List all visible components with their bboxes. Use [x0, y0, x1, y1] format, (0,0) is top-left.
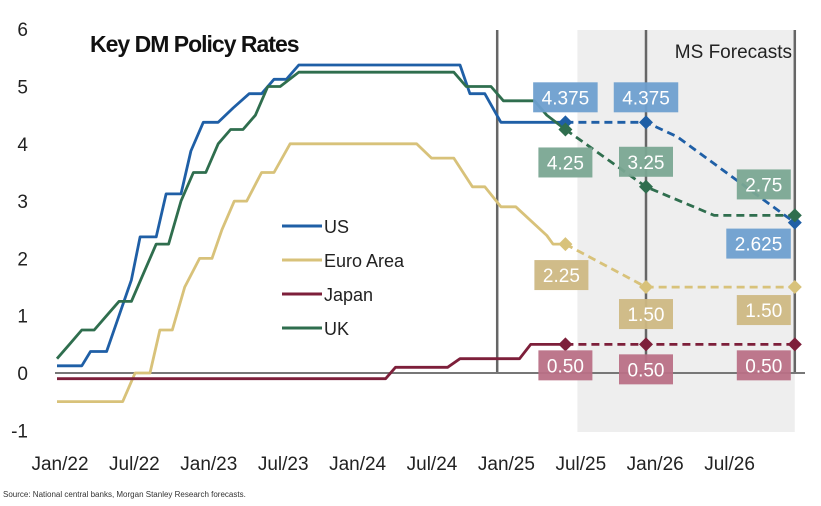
series-japan-forecast-point	[558, 337, 573, 352]
series-us-forecast-line	[565, 120, 796, 224]
x-tick-label: Jul/23	[258, 454, 309, 475]
data-label-text: 1.50	[745, 301, 782, 322]
x-tick-label: Jan/25	[478, 454, 535, 475]
data-label-text: 1.50	[628, 305, 665, 326]
x-tick-label: Jul/25	[555, 454, 606, 475]
x-tick-label: Jan/26	[627, 454, 684, 475]
series-us-history-line	[57, 63, 566, 368]
data-label-uk: 4.25	[538, 147, 593, 178]
x-tick-label: Jan/24	[329, 454, 386, 475]
y-tick-label: 4	[17, 135, 28, 156]
data-label-uk: 3.25	[619, 146, 673, 177]
legend-label: UK	[324, 319, 349, 339]
series-euro-area-history-line	[57, 142, 566, 404]
series-japan-forecast-point	[639, 337, 653, 352]
series-japan-forecast-point	[787, 337, 802, 352]
data-label-text: 2.75	[745, 175, 782, 196]
legend: US Euro Area Japan UK	[282, 217, 405, 339]
legend-item-japan: Japan	[282, 285, 373, 305]
legend-item-euro-area: Euro Area	[282, 251, 405, 271]
y-tick-label: 2	[17, 249, 28, 270]
series-uk-forecast-point	[558, 122, 573, 137]
x-tick-label: Jan/23	[180, 454, 237, 475]
y-tick-label: 1	[17, 307, 28, 328]
series-euro-area-forecast-point	[787, 280, 802, 295]
legend-label: Euro Area	[324, 251, 405, 271]
data-label-text: 4.375	[622, 88, 670, 109]
data-label-japan: 0.50	[619, 354, 673, 385]
data-label-japan: 0.50	[538, 350, 593, 381]
data-label-japan: 0.50	[736, 350, 791, 381]
data-label-euro-area: 1.50	[736, 295, 791, 326]
y-tick-label: -1	[11, 421, 28, 442]
x-tick-label: Jul/24	[407, 454, 458, 475]
data-label-text: 0.50	[547, 356, 584, 377]
source-note: Source: National central banks, Morgan S…	[3, 490, 246, 499]
series-us-forecast-point	[639, 115, 653, 130]
forecast-region-label: MS Forecasts	[675, 42, 792, 63]
y-tick-label: 5	[17, 78, 28, 99]
y-tick-label: 3	[17, 192, 28, 213]
series-japan-history-line	[57, 342, 566, 381]
series-euro-area-forecast-point	[558, 237, 573, 252]
data-label-us: 2.625	[726, 228, 791, 259]
series-uk-forecast-point	[639, 179, 653, 194]
data-label-uk: 2.75	[736, 169, 791, 200]
x-tick-label: Jul/22	[109, 454, 160, 475]
data-label-text: 3.25	[628, 153, 665, 174]
y-tick-label: 0	[17, 364, 28, 385]
data-label-text: 2.25	[543, 266, 580, 287]
legend-label: US	[324, 217, 349, 237]
legend-label: Japan	[324, 285, 373, 305]
data-label-us: 4.375	[613, 82, 679, 113]
x-tick-label: Jul/26	[704, 454, 755, 475]
series-us-forecast-point	[558, 115, 573, 130]
legend-item-uk: UK	[282, 319, 349, 339]
data-label-text: 4.375	[542, 88, 590, 109]
y-tick-label: 6	[17, 20, 28, 41]
data-label-us: 4.375	[533, 82, 598, 113]
data-label-text: 4.25	[547, 153, 584, 174]
x-tick-label: Jan/22	[31, 454, 88, 475]
legend-item-us: US	[282, 217, 349, 237]
data-label-text: 0.50	[628, 360, 665, 381]
data-label-euro-area: 1.50	[619, 299, 673, 330]
data-label-text: 2.625	[735, 235, 783, 256]
data-label-text: 0.50	[745, 356, 782, 377]
chart-title: Key DM Policy Rates	[90, 31, 299, 57]
series-us-forecast-point	[787, 215, 802, 230]
series-uk-history-line	[55, 70, 567, 360]
data-label-euro-area: 2.25	[534, 260, 589, 291]
series-uk-forecast-line	[564, 128, 795, 217]
series-euro-area-forecast-point	[639, 280, 653, 295]
series-uk-forecast-point	[787, 208, 802, 223]
